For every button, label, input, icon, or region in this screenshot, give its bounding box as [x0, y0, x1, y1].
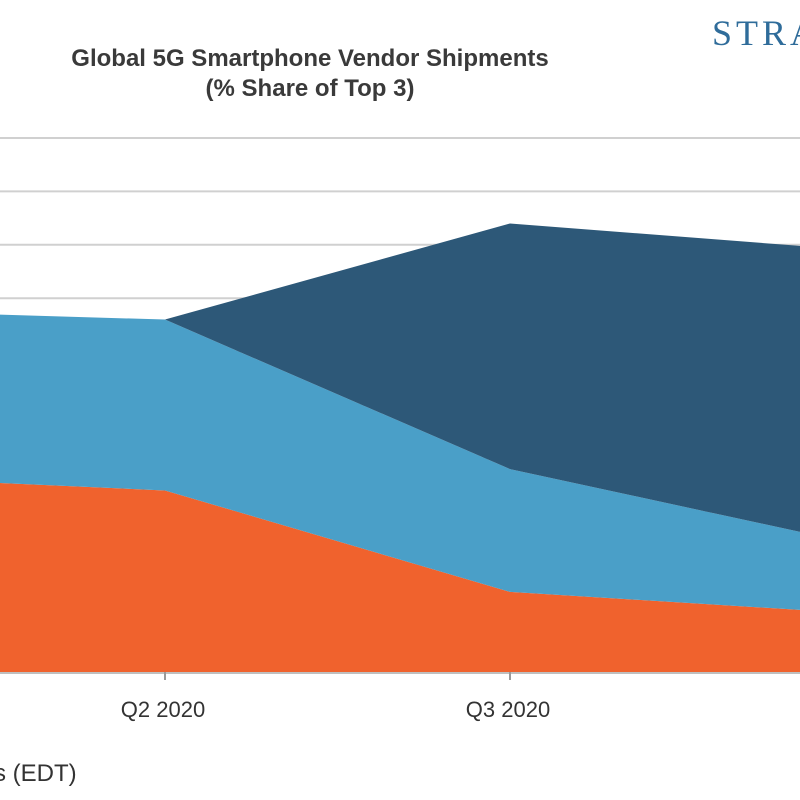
x-tick-label: Q3 2020 — [465, 697, 551, 722]
area-series-2 — [0, 314, 800, 610]
area-series-1 — [0, 482, 800, 672]
brand-logo-text: STRA — [712, 13, 800, 53]
chart-title-block: Global 5G Smartphone Vendor Shipments (%… — [0, 44, 620, 104]
x-axis — [0, 672, 800, 680]
area-series — [0, 223, 800, 672]
area-series-3 — [0, 223, 800, 532]
source-note: s (EDT) — [0, 760, 77, 787]
chart-subtitle: (% Share of Top 3) — [205, 75, 415, 102]
chart-title: Global 5G Smartphone Vendor Shipments — [71, 45, 549, 72]
x-tick-label: Q2 2020 — [120, 697, 206, 722]
